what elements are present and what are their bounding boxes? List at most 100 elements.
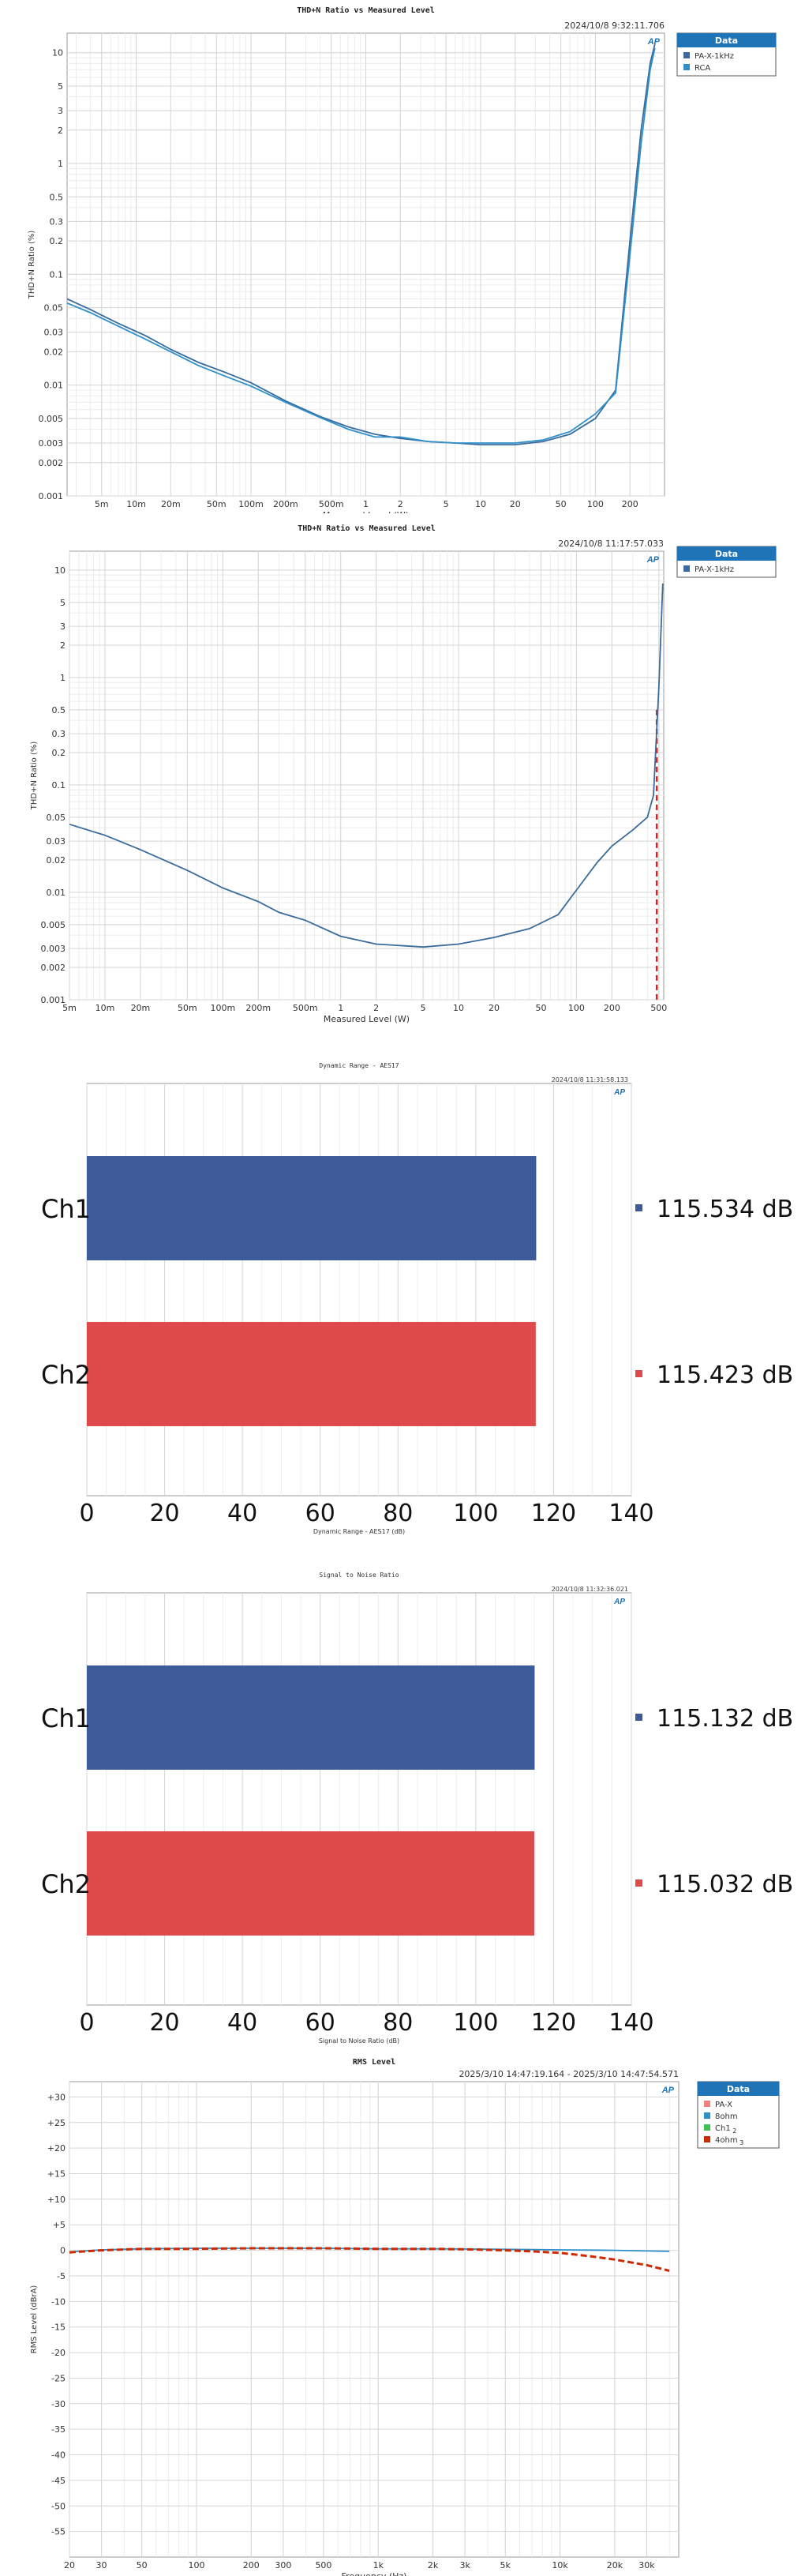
x-tick-label: 0	[79, 1500, 94, 1527]
y-tick-label: 0.05	[47, 813, 66, 823]
rms-level-chart: RMS Level 2025/3/10 14:47:19.164 - 2025/3…	[0, 2053, 805, 2576]
chart-timestamp: 2024/10/8 11:31:58.133	[552, 1076, 628, 1083]
x-tick-label: 20k	[607, 2560, 623, 2570]
legend-swatch	[683, 64, 690, 70]
value-label: 115.423 dB	[657, 1361, 793, 1389]
y-tick-label: 0.01	[44, 381, 64, 391]
y-tick-label: 0.005	[41, 920, 66, 930]
y-tick-label: 3	[60, 621, 66, 632]
legend-entry: PA-X-1kHz	[695, 52, 734, 61]
x-tick-label: 140	[608, 2009, 653, 2037]
legend-swatch	[704, 2124, 710, 2131]
y-tick-label: 0.002	[41, 963, 66, 973]
value-label: 115.032 dB	[657, 1871, 793, 1898]
y-axis-label: THD+N Ratio (%)	[30, 742, 39, 811]
y-tick-label: 0.02	[47, 855, 66, 866]
y-tick-label: 0.005	[39, 414, 64, 424]
y-tick-label: 5	[58, 81, 63, 92]
x-tick-label: 100	[568, 1003, 585, 1013]
x-tick-label: 2	[398, 499, 403, 509]
series-line-4ohm	[69, 2247, 670, 2272]
value-marker	[635, 1879, 642, 1887]
y-tick-label: -20	[51, 2348, 66, 2358]
x-tick-label: 20	[149, 1500, 179, 1527]
legend-swatch	[704, 2112, 710, 2119]
dynamic-range-chart-svg: Dynamic Range - AES17 2024/10/8 11:31:58.…	[41, 1062, 793, 1535]
y-axis-label: THD+N Ratio (%)	[28, 231, 36, 300]
category-label: Ch2	[41, 1360, 91, 1390]
legend-entry: PA-X	[715, 2101, 732, 2109]
ap-logo: AP	[646, 555, 660, 565]
y-tick-label: 0.05	[44, 303, 64, 314]
x-tick-label: 10	[453, 1003, 464, 1013]
category-label: Ch2	[41, 1869, 91, 1899]
chart-timestamp: 2024/10/8 11:17:57.033	[558, 539, 664, 549]
x-tick-label: 200m	[273, 499, 298, 509]
chart-timestamp: 2024/10/8 11:32:36.021	[552, 1586, 628, 1593]
y-tick-label: 0.003	[39, 438, 64, 449]
x-tick-label: 100	[453, 1500, 498, 1527]
x-tick-label: 10m	[95, 1003, 115, 1013]
value-marker	[635, 1714, 642, 1721]
y-tick-label: -30	[51, 2399, 66, 2409]
y-tick-label: 1	[60, 673, 66, 683]
y-tick-label: 0.1	[50, 269, 64, 280]
legend-swatch	[683, 565, 690, 572]
legend-entry: RCA	[695, 64, 710, 73]
y-tick-label: -10	[51, 2296, 66, 2307]
x-tick-label: 10m	[126, 499, 146, 509]
x-tick-label: 2k	[428, 2560, 439, 2570]
y-tick-label: -40	[51, 2450, 66, 2461]
x-tick-label: 60	[305, 2009, 335, 2037]
legend-title: Data	[715, 36, 738, 46]
y-tick-label: 0.2	[52, 748, 66, 758]
y-tick-label: 0.2	[50, 236, 64, 246]
plot-area	[69, 550, 665, 1001]
x-tick-label: 50m	[207, 499, 227, 509]
y-tick-label: 0.1	[52, 780, 66, 790]
thdn-chart-1: THD+N Ratio vs Measured Level 2024/10/8 9…	[0, 0, 805, 513]
y-tick-label: 0.001	[39, 491, 64, 501]
x-tick-label: 20	[510, 499, 521, 509]
bar-ch1	[87, 1156, 537, 1260]
x-tick-label: 500m	[293, 1003, 318, 1013]
rms-level-chart-svg: RMS Level 2025/3/10 14:47:19.164 - 2025/3…	[30, 2058, 780, 2576]
x-tick-label: 140	[608, 1500, 653, 1527]
x-axis-label: Frequency (Hz)	[342, 2571, 407, 2576]
x-tick-label: 1	[363, 499, 369, 509]
x-tick-label: 100	[453, 2009, 498, 2037]
x-tick-label: 20m	[131, 1003, 151, 1013]
y-tick-label: 2	[60, 640, 66, 651]
legend-swatch	[704, 2101, 710, 2107]
x-tick-label: 30k	[638, 2560, 655, 2570]
x-tick-label: 120	[531, 2009, 576, 2037]
y-tick-label: -45	[51, 2476, 66, 2486]
y-tick-label: -50	[51, 2501, 66, 2511]
legend-title: Data	[715, 549, 738, 559]
x-tick-label: 100m	[238, 499, 264, 509]
legend-entry: 4ohm 3	[715, 2136, 743, 2146]
x-tick-label: 50	[137, 2560, 148, 2570]
x-tick-label: 20	[489, 1003, 500, 1013]
snr-chart: Signal to Noise Ratio 2024/10/8 11:32:36.…	[0, 1544, 805, 2053]
y-tick-label: 0.3	[50, 216, 64, 227]
x-tick-label: 200m	[245, 1003, 271, 1013]
series-line-8ohm	[69, 2247, 670, 2253]
x-tick-label: 10k	[552, 2560, 568, 2570]
y-tick-label: 0.5	[50, 192, 64, 202]
y-tick-label: 0.001	[41, 995, 66, 1005]
chart-title: RMS Level	[353, 2058, 395, 2067]
chart-title: Dynamic Range - AES17	[319, 1062, 399, 1069]
chart-timestamp: 2024/10/8 9:32:11.706	[564, 21, 665, 31]
y-tick-label: +20	[47, 2143, 66, 2154]
x-tick-label: 1k	[373, 2560, 384, 2570]
legend-entry: 8ohm	[715, 2112, 738, 2121]
legend-subscript: 2	[731, 2127, 737, 2135]
y-tick-label: 10	[54, 565, 66, 576]
ap-logo: AP	[613, 1088, 625, 1097]
value-marker	[635, 1370, 642, 1377]
y-tick-label: 2	[58, 126, 63, 136]
x-tick-label: 60	[305, 1500, 335, 1527]
legend-header	[677, 33, 776, 47]
x-tick-label: 5m	[62, 1003, 77, 1013]
